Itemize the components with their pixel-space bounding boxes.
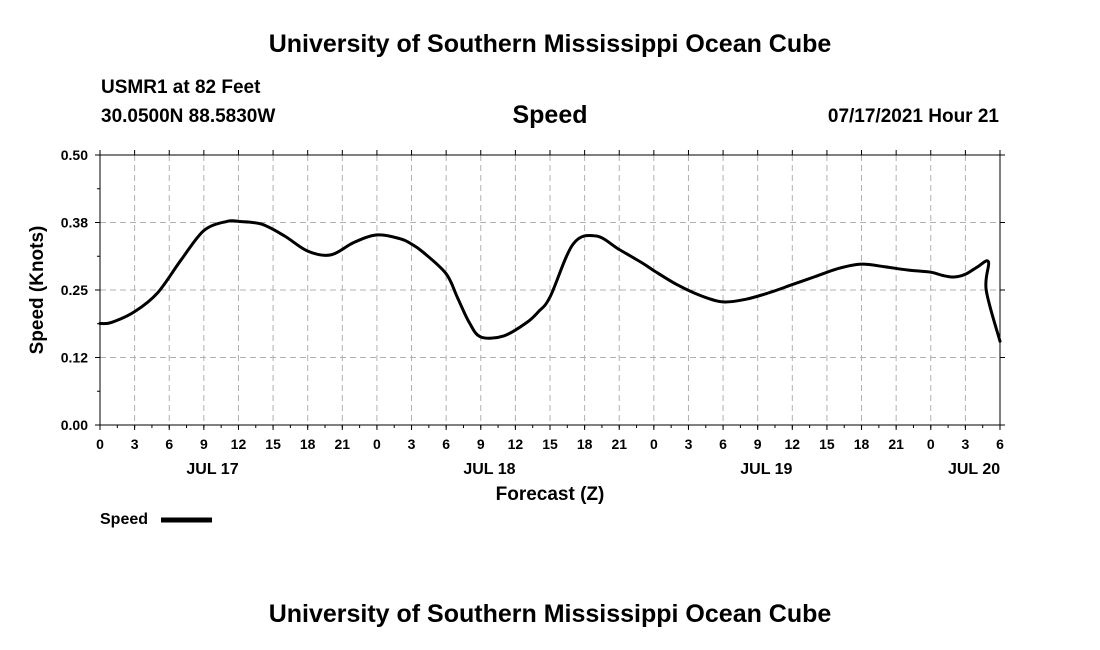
x-tick-label: 3 bbox=[961, 436, 969, 452]
x-tick-label: 0 bbox=[927, 436, 935, 452]
x-tick-labels: 0 3 6 9 12 15 18 21 0 3 6 9 12 15 18 21 0 3 6 9 12 15 18 21 0 3 6 bbox=[96, 436, 1004, 452]
x-tick-label: 3 bbox=[131, 436, 139, 452]
x-tick-label: 18 bbox=[577, 436, 593, 452]
x-tick-label: 21 bbox=[888, 436, 904, 452]
x-tick-label: 9 bbox=[477, 436, 485, 452]
legend-label: Speed bbox=[100, 511, 148, 528]
y-axis-label: Speed (Knots) bbox=[27, 226, 48, 355]
x-tick-label: 18 bbox=[300, 436, 316, 452]
station-label: USMR1 at 82 Feet bbox=[101, 77, 261, 98]
day-label: JUL 17 bbox=[186, 461, 238, 478]
day-labels: JUL 17 JUL 18 JUL 19 JUL 20 bbox=[186, 461, 1000, 478]
x-tick-label: 6 bbox=[442, 436, 450, 452]
plot-frame bbox=[99, 154, 1001, 426]
x-tick-label: 6 bbox=[165, 436, 173, 452]
x-tick-label: 0 bbox=[96, 436, 104, 452]
day-label: JUL 18 bbox=[463, 461, 515, 478]
variable-title: Speed bbox=[512, 101, 588, 129]
x-tick-label: 3 bbox=[408, 436, 416, 452]
x-tick-label: 21 bbox=[611, 436, 627, 452]
x-tick-label: 12 bbox=[231, 436, 247, 452]
chart-grid bbox=[100, 154, 1000, 426]
y-tick-label: 0.00 bbox=[61, 417, 88, 433]
x-tick-label: 6 bbox=[719, 436, 727, 452]
x-tick-label: 9 bbox=[754, 436, 762, 452]
speed-series-line bbox=[98, 219, 1002, 343]
y-tick-label: 0.12 bbox=[61, 350, 88, 366]
x-tick-label: 0 bbox=[373, 436, 381, 452]
x-tick-label: 0 bbox=[650, 436, 658, 452]
x-tick-label: 21 bbox=[335, 436, 351, 452]
forecast-timestamp: 07/17/2021 Hour 21 bbox=[827, 106, 999, 127]
x-tick-label: 12 bbox=[508, 436, 524, 452]
day-label: JUL 20 bbox=[948, 461, 1000, 478]
x-tick-label: 15 bbox=[542, 436, 558, 452]
day-label: JUL 19 bbox=[740, 461, 792, 478]
x-tick-label: 15 bbox=[265, 436, 281, 452]
y-tick-label: 0.25 bbox=[61, 282, 88, 298]
x-tick-label: 6 bbox=[996, 436, 1004, 452]
footer-title: University of Southern Mississippi Ocean… bbox=[268, 600, 832, 628]
x-tick-label: 15 bbox=[819, 436, 835, 452]
y-tick-label: 0.38 bbox=[61, 215, 88, 231]
x-tick-label: 18 bbox=[854, 436, 870, 452]
y-tick-labels: 0.00 0.12 0.25 0.38 0.50 bbox=[61, 147, 88, 433]
coordinates-label: 30.0500N 88.5830W bbox=[101, 106, 276, 127]
chart-title: University of Southern Mississippi Ocean… bbox=[268, 30, 832, 58]
x-tick-label: 12 bbox=[785, 436, 801, 452]
y-tick-label: 0.50 bbox=[61, 147, 88, 163]
x-tick-label: 3 bbox=[685, 436, 693, 452]
x-tick-label: 9 bbox=[200, 436, 208, 452]
x-axis-label: Forecast (Z) bbox=[496, 484, 605, 505]
